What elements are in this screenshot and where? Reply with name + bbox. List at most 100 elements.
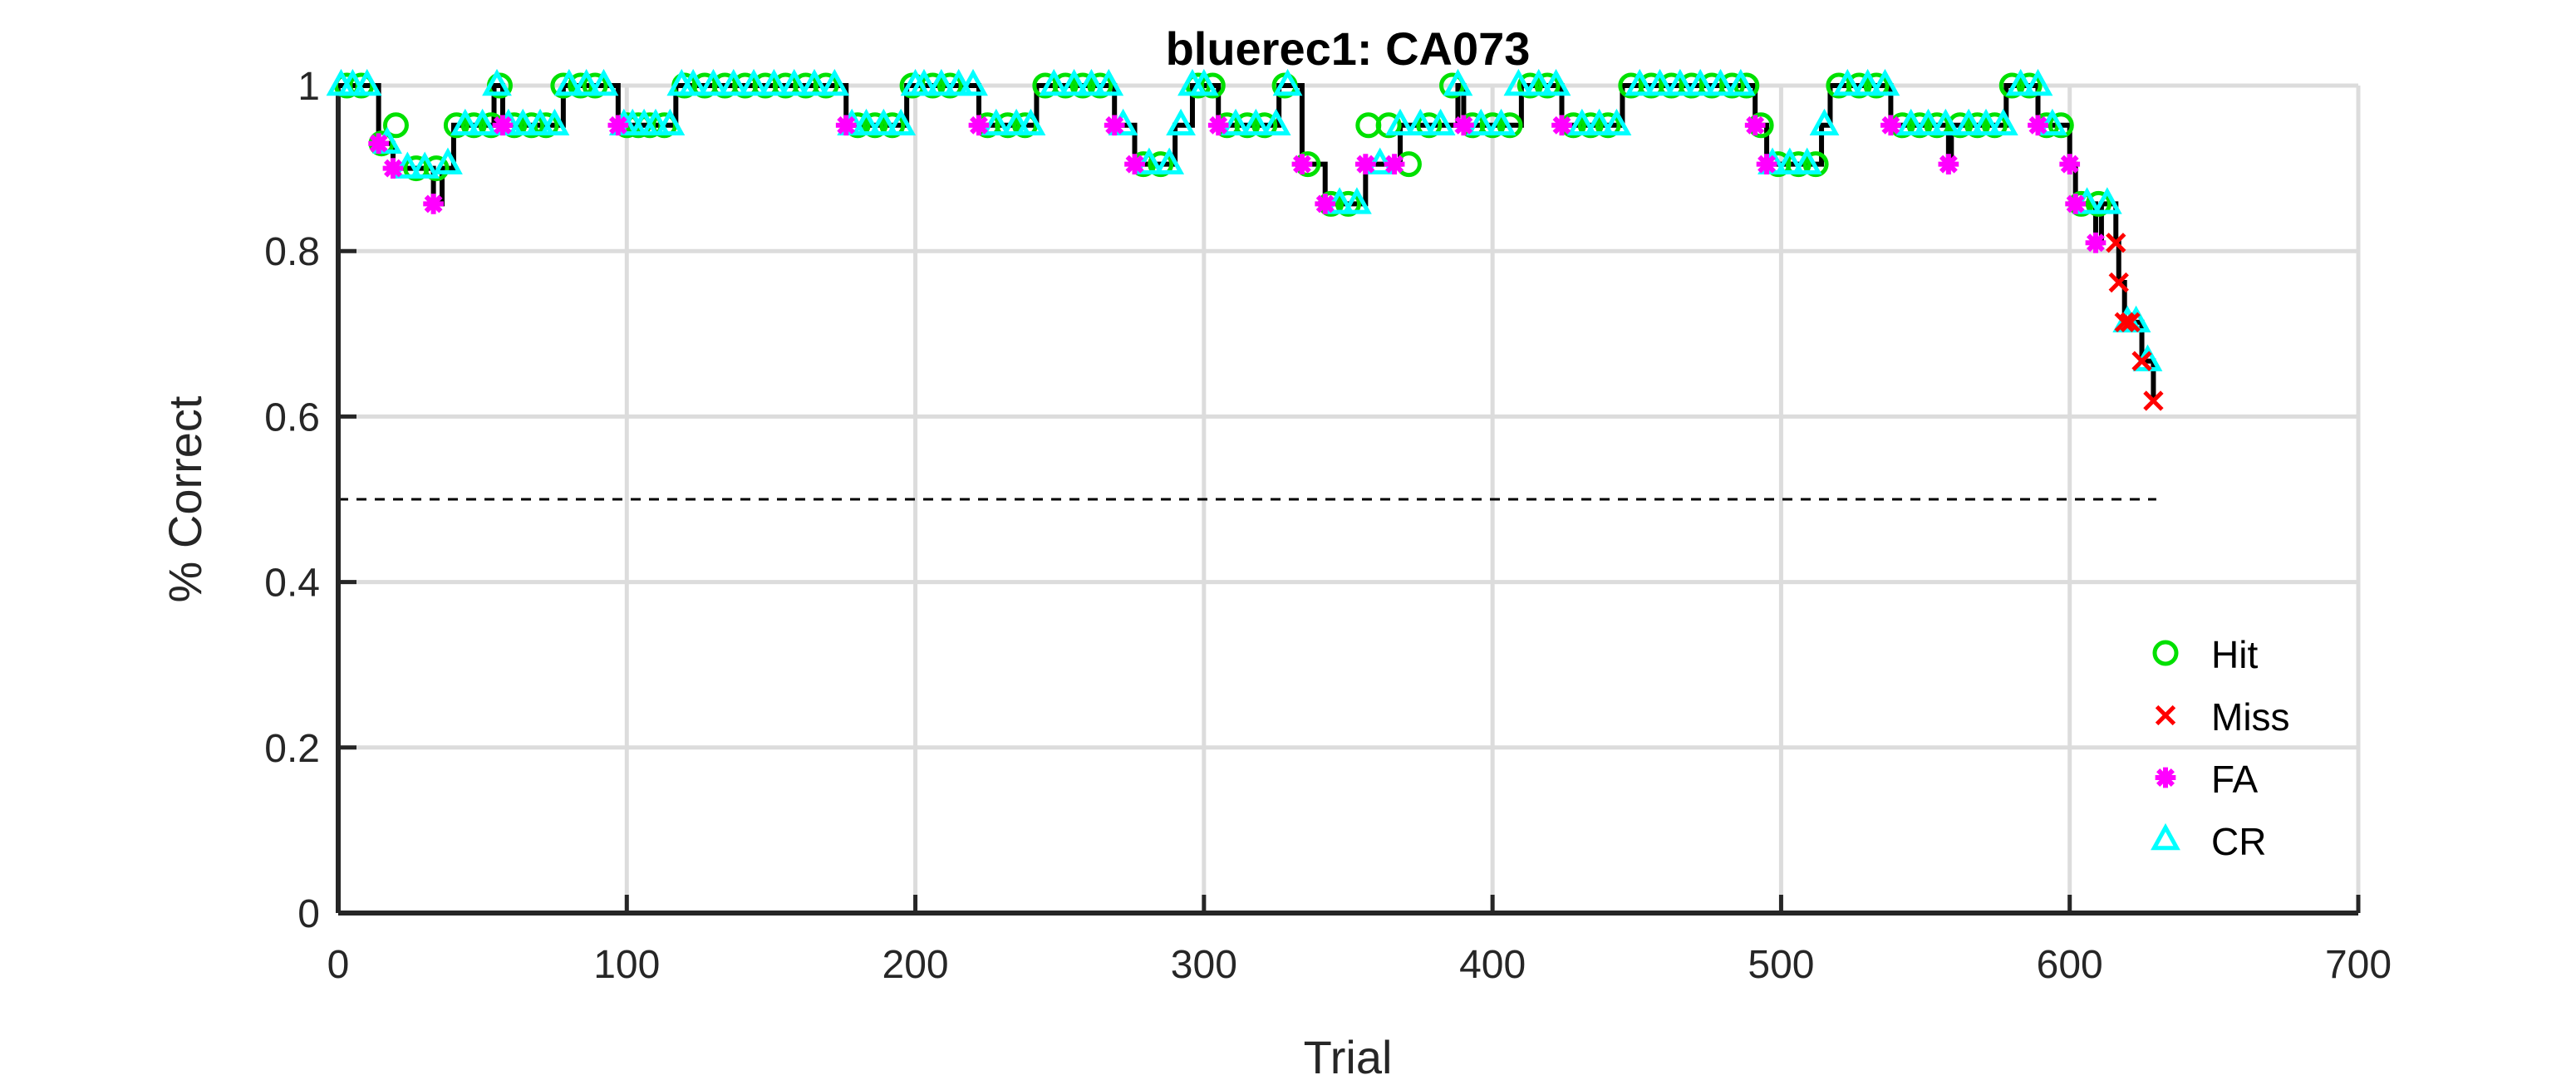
hit-marker — [1052, 72, 1079, 99]
cr-marker — [1584, 108, 1615, 136]
legend-label-hit: Hit — [2211, 633, 2258, 676]
x-tick-label: 100 — [593, 943, 660, 987]
cr-marker — [1523, 68, 1554, 96]
fa-marker — [2059, 154, 2081, 174]
x-tick-label: 700 — [2325, 943, 2392, 987]
cr-marker — [553, 68, 584, 96]
hit-marker — [1947, 112, 1974, 139]
fa-marker — [2065, 194, 2087, 214]
fa-marker — [607, 115, 629, 136]
y-tick-label: 1 — [297, 65, 320, 109]
hit-marker — [1416, 112, 1443, 139]
cr-marker — [1774, 147, 1805, 174]
fa-marker — [1744, 115, 1766, 136]
cr-marker — [1486, 108, 1517, 136]
hit-marker — [1595, 112, 1621, 139]
hit-marker — [1251, 112, 1278, 139]
cr-marker — [739, 68, 769, 96]
cr-marker — [1566, 108, 1597, 136]
y-tick-label: 0.6 — [264, 395, 320, 439]
cr-marker — [1405, 108, 1436, 136]
fa-marker — [1354, 154, 1376, 174]
cr-marker — [1059, 68, 1089, 96]
cr-marker — [1166, 108, 1196, 136]
x-tick-label: 200 — [882, 943, 949, 987]
fa-marker — [1453, 115, 1474, 136]
cr-marker — [1503, 68, 1534, 96]
legend-marker-hit — [2152, 640, 2179, 666]
fa-marker — [1207, 115, 1229, 136]
y-tick-label: 0.8 — [264, 230, 320, 274]
cr-marker — [759, 68, 789, 96]
hit-marker — [1863, 72, 1890, 99]
miss-marker — [2106, 233, 2126, 253]
hit-marker — [1577, 112, 1604, 139]
fa-marker — [1756, 154, 1777, 174]
hit-marker — [1479, 112, 1506, 139]
hit-marker — [1846, 72, 1872, 99]
cr-marker — [926, 68, 956, 96]
fa-marker — [1124, 154, 1145, 174]
legend-label-fa: FA — [2211, 758, 2259, 801]
cr-marker — [819, 68, 850, 96]
hit-marker — [460, 112, 487, 139]
fa-marker — [1104, 115, 1125, 136]
cr-marker — [539, 108, 570, 136]
x-tick-label: 400 — [1459, 943, 1526, 987]
axes — [336, 83, 2361, 916]
x-tick-label: 500 — [1748, 943, 1814, 987]
cr-marker — [1541, 68, 1571, 96]
cr-marker — [1870, 68, 1900, 96]
cr-marker — [641, 108, 671, 136]
cr-marker — [1685, 68, 1716, 96]
hit-marker — [1335, 190, 1361, 217]
cr-marker — [678, 68, 709, 96]
cr-marker — [1664, 68, 1695, 96]
fa-marker — [835, 115, 857, 136]
fa-marker — [492, 115, 514, 136]
hit-marker — [1534, 72, 1561, 99]
hit-marker — [582, 72, 608, 99]
hit-marker — [1199, 72, 1226, 99]
chart-title: bluerec1: CA073 — [1166, 22, 1531, 75]
hit-marker — [1517, 72, 1543, 99]
fa-marker — [1880, 115, 1901, 136]
hit-marker — [813, 72, 839, 99]
cr-marker — [1913, 108, 1944, 136]
hit-marker — [1069, 72, 1096, 99]
cr-marker — [958, 68, 988, 96]
fa-marker — [968, 115, 990, 136]
cr-marker — [1076, 68, 1107, 96]
fa-marker — [1938, 154, 1959, 174]
hit-marker — [1964, 112, 1991, 139]
cr-marker — [1425, 108, 1456, 136]
cr-marker — [1001, 108, 1032, 136]
hit-marker — [443, 112, 469, 139]
cr-marker — [571, 68, 602, 96]
cr-marker — [410, 151, 440, 179]
cr-marker — [1221, 108, 1251, 136]
cr-marker — [1809, 108, 1840, 136]
x-tick-label: 600 — [2037, 943, 2103, 987]
fa-marker — [2085, 232, 2107, 253]
hit-marker — [1998, 72, 2025, 99]
cr-marker — [1930, 108, 1961, 136]
cr-marker — [1792, 147, 1822, 174]
cr-marker — [1261, 108, 1291, 136]
cr-marker — [1188, 68, 1219, 96]
y-axis-label: % Correct — [159, 395, 211, 602]
cr-marker — [450, 108, 480, 136]
miss-marker — [2114, 312, 2135, 333]
cr-marker — [1725, 68, 1756, 96]
tick-labels: 0 100 200 300 400 500 600 700 0 0.2 0.4 0.6 0.8 1 — [264, 65, 2392, 987]
fa-marker — [423, 194, 444, 214]
hit-marker — [2048, 112, 2074, 139]
hit-marker — [2085, 190, 2111, 217]
hit-marker — [862, 112, 888, 139]
fa-marker — [382, 158, 404, 179]
legend-label-cr: CR — [2211, 820, 2266, 863]
cr-marker — [1241, 108, 1271, 136]
legend: Hit Miss FA CR — [2151, 633, 2290, 863]
cr-marker — [909, 68, 939, 96]
cr-marker — [698, 68, 729, 96]
